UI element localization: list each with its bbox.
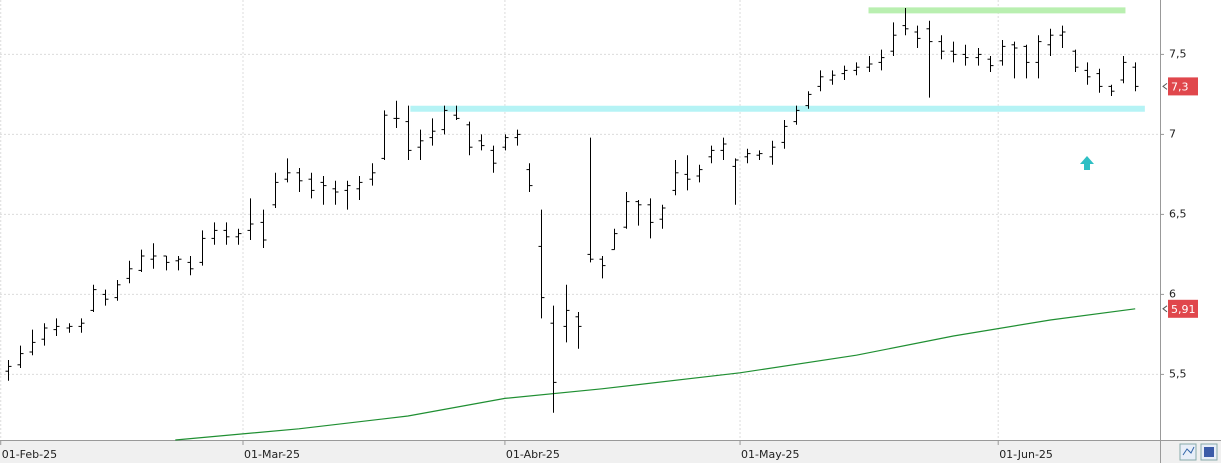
last-price-tag-label: 7,3	[1171, 80, 1189, 93]
ma-last-tag	[1168, 299, 1198, 318]
x-tick-label: 01-Abr-25	[506, 448, 560, 461]
plot	[5, 7, 1145, 441]
ma-last-tag-label: 5,91	[1171, 303, 1196, 316]
x-tick-label: 01-Mar-25	[244, 448, 300, 461]
last-price-tag	[1168, 77, 1198, 96]
save-icon	[1204, 447, 1214, 457]
x-tick-label: 01-May-25	[741, 448, 799, 461]
x-axis-panel	[0, 441, 1221, 463]
chart-type-button[interactable]	[1179, 443, 1197, 461]
x-tick-label: 01-Feb-25	[2, 448, 57, 461]
y-tick-label: 7	[1169, 127, 1176, 140]
moving-average-line	[175, 308, 1136, 441]
arrow-annotation	[1080, 156, 1094, 170]
x-tick-label: 01-Jun-25	[999, 448, 1053, 461]
y-tick-label: 5,5	[1169, 367, 1187, 380]
last-price-tag-pointer	[1162, 83, 1168, 90]
grid	[0, 0, 1160, 440]
ma-last-tag-pointer	[1162, 305, 1168, 313]
chart-type-icon	[1182, 446, 1195, 456]
y-tick-label: 7,5	[1169, 47, 1187, 60]
y-tick-label: 6,5	[1169, 207, 1187, 220]
y-tick-label: 6	[1169, 287, 1176, 300]
